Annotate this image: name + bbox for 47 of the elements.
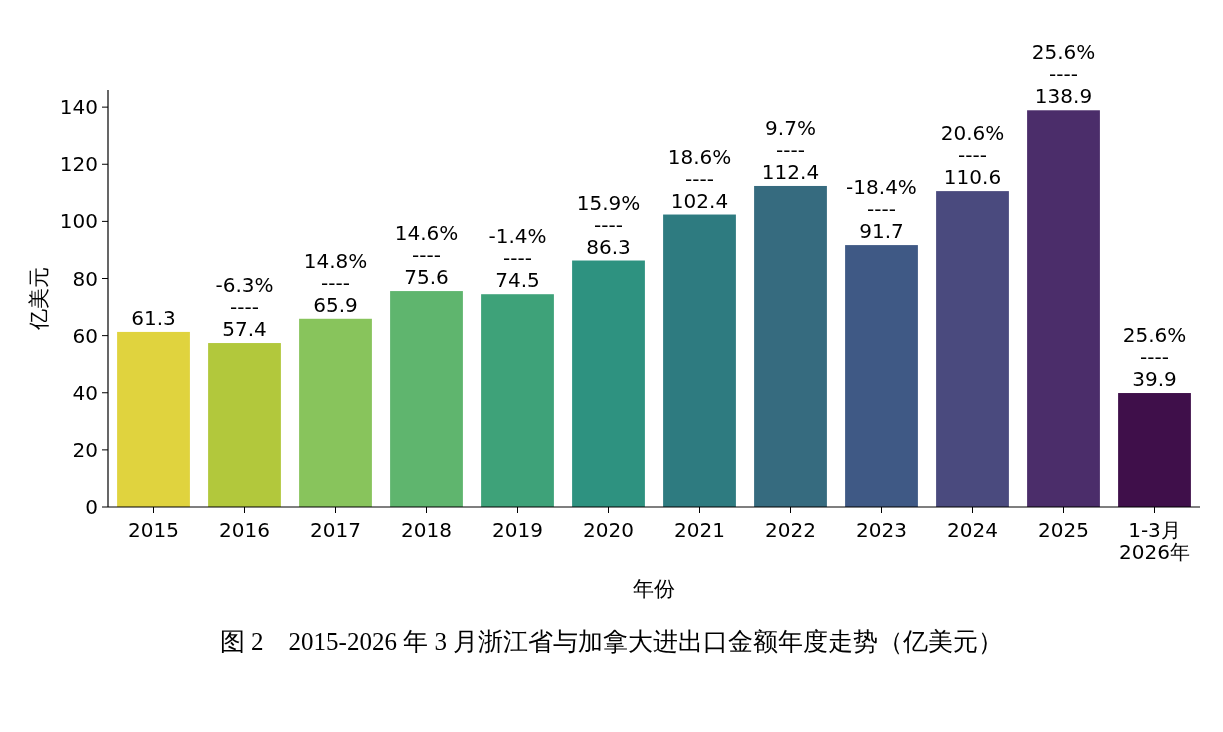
y-tick-label: 0	[85, 495, 98, 519]
bar	[208, 343, 281, 507]
x-tick-label: 2025	[1038, 518, 1089, 542]
bar	[299, 318, 372, 507]
x-tick-label: 2019	[492, 518, 543, 542]
bar	[1027, 110, 1100, 507]
data-label: 15.9% ---- 86.3	[576, 190, 641, 259]
bar	[663, 214, 736, 507]
bar	[1118, 393, 1191, 507]
data-label: 14.6% ---- 75.6	[394, 221, 459, 290]
x-tick-label: 2016	[219, 518, 270, 542]
bar	[936, 191, 1009, 507]
x-tick-label: 2015	[128, 518, 179, 542]
x-tick-label: 2023	[856, 518, 907, 542]
y-axis-title: 亿美元	[27, 267, 51, 331]
data-label: 25.6% ---- 138.9	[1031, 40, 1096, 109]
x-tick-label: 2018	[401, 518, 452, 542]
x-tick-label: 1-3月 2026年	[1119, 518, 1190, 564]
x-tick-label: 2017	[310, 518, 361, 542]
bar	[390, 291, 463, 507]
x-tick-label: 2024	[947, 518, 998, 542]
bar	[481, 294, 554, 507]
y-tick-label: 120	[59, 152, 98, 177]
data-label: 18.6% ---- 102.4	[667, 144, 732, 213]
y-tick-label: 60	[72, 323, 98, 348]
bar	[117, 331, 190, 507]
data-label: -6.3% ---- 57.4	[215, 273, 274, 342]
data-label: -1.4% ---- 74.5	[488, 224, 547, 293]
bar	[572, 260, 645, 507]
data-label: 9.7% ---- 112.4	[761, 115, 820, 184]
x-tick-label: 2022	[765, 518, 816, 542]
bar	[845, 245, 918, 507]
x-tick-label: 2021	[674, 518, 725, 542]
x-tick-label: 2020	[583, 518, 634, 542]
y-tick-label: 100	[59, 209, 98, 234]
data-label: 25.6% ---- 39.9	[1122, 323, 1187, 392]
data-label: 14.8% ---- 65.9	[303, 248, 368, 317]
text: 图 2 2015-2026 年 3 月浙江省与加拿大进出口金额年度走势（亿美元）	[219, 628, 1004, 655]
bar	[754, 185, 827, 507]
x-axis-title: 年份	[633, 577, 675, 601]
y-tick-label: 20	[72, 437, 98, 462]
y-tick-label: 140	[59, 95, 98, 120]
data-label: 20.6% ---- 110.6	[940, 121, 1005, 190]
data-label: 61.3	[131, 305, 176, 330]
y-tick-label: 40	[72, 380, 98, 405]
y-tick-label: 80	[72, 266, 98, 291]
data-label: -18.4% ---- 91.7	[846, 175, 917, 244]
